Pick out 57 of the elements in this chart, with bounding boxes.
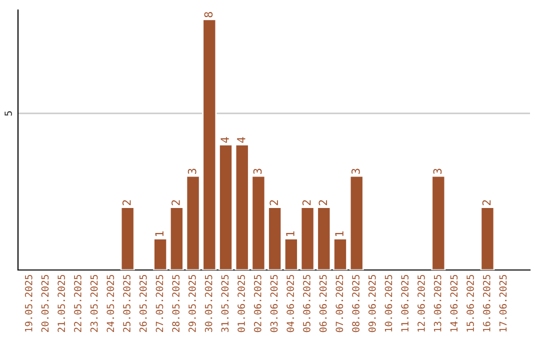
bar [480,206,495,270]
x-tick-label: 07.06.2025 [336,274,344,332]
data-label: 3 [253,168,262,174]
x-tick-label: 08.06.2025 [352,274,360,332]
data-label: 2 [482,200,491,206]
data-label: 2 [302,200,311,206]
data-label: 4 [220,137,229,143]
x-tick-label: 16.06.2025 [482,274,490,332]
x-tick-label: 10.06.2025 [384,274,392,332]
x-tick-label: 28.05.2025 [172,274,180,332]
bar [169,206,184,270]
bar [120,206,135,270]
data-label: 1 [335,231,344,236]
data-label: 1 [286,231,294,236]
x-tick-label: 05.06.2025 [303,274,310,332]
x-tick-label: 17.06.2025 [499,274,507,332]
data-label: 2 [122,200,131,206]
x-tick-label: 23.05.2025 [90,274,98,332]
data-label: 8 [204,12,213,18]
bar [333,238,348,270]
bar [218,144,233,270]
data-label: 3 [188,168,196,174]
x-tick-label: 09.06.2025 [368,274,376,332]
x-tick-label: 12.06.2025 [418,274,425,332]
bar [349,175,364,270]
x-tick-label: 31.05.2025 [221,274,229,332]
x-tick-label: 26.05.2025 [139,274,147,332]
bar [153,238,168,270]
x-tick-label: 20.05.2025 [41,274,49,332]
x-tick-label: 11.06.2025 [401,274,409,332]
x-tick-label: 15.06.2025 [466,274,474,332]
x-tick-label: 03.06.2025 [270,274,278,332]
x-tick-label: 01.06.2025 [238,274,245,332]
x-tick-label: 27.05.2025 [156,274,164,332]
data-label: 2 [318,200,327,206]
x-tick-label: 04.06.2025 [286,274,294,332]
bar [268,206,282,270]
x-tick-label: 19.05.2025 [24,274,32,332]
data-label: 1 [155,231,164,236]
x-tick-label: 22.05.2025 [74,274,82,332]
x-tick-label: 02.06.2025 [254,274,262,332]
x-tick-label: 25.05.2025 [123,274,130,332]
x-tick-label: 06.06.2025 [319,274,327,332]
data-label: 4 [237,137,246,143]
bar [284,238,298,270]
x-tick-label: 29.05.2025 [188,274,196,332]
data-label: 2 [270,200,278,206]
x-tick-label: 13.06.2025 [434,274,442,332]
x-tick-label: 30.05.2025 [204,274,212,332]
x-tick-label: 21.05.2025 [58,274,66,332]
x-tick-label: 14.06.2025 [450,274,458,332]
data-label: 2 [172,200,180,206]
bar [431,175,446,270]
data-label: 3 [433,168,442,174]
data-label: 3 [351,168,360,174]
y-tick-label: 5 [4,111,12,116]
x-tick-label: 24.05.2025 [106,274,114,332]
